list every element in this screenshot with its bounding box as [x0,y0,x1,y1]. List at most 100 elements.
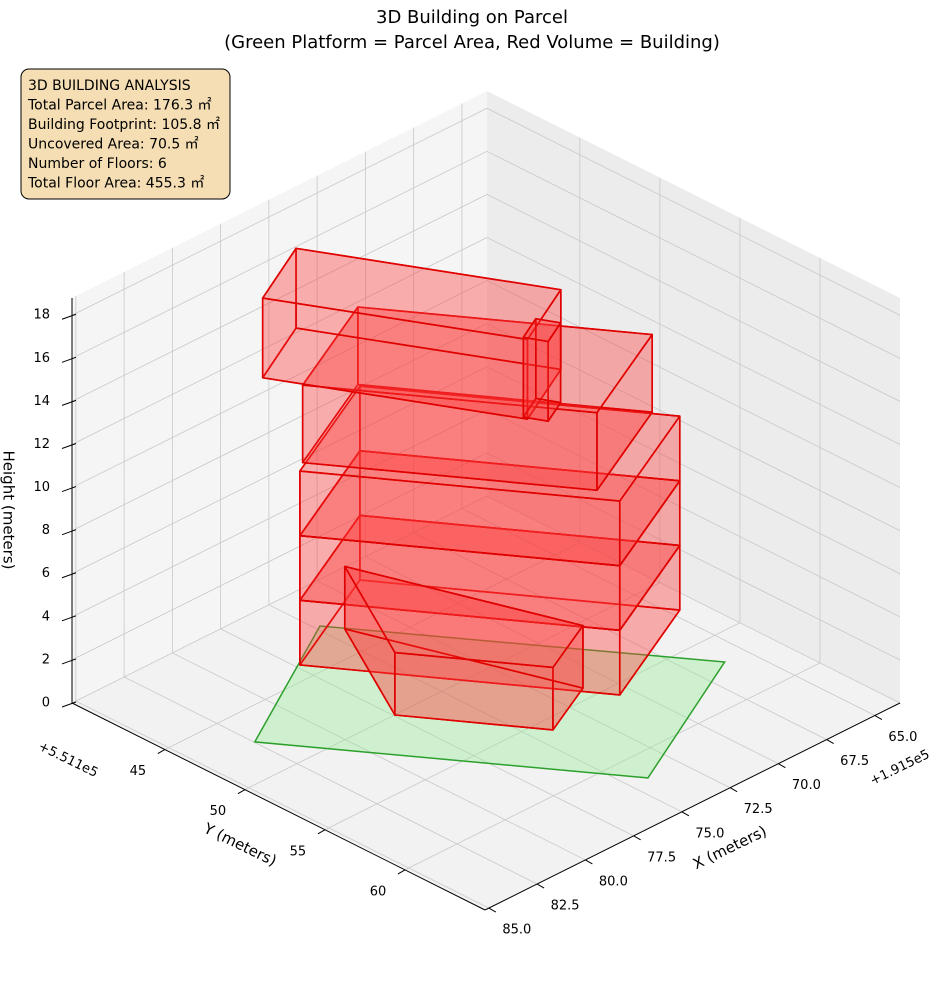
grid-line [71,150,488,359]
x-offset-label: +1.915e5 [868,747,932,789]
z-tick [61,701,77,708]
z-axis-label: Height (meters) [0,451,18,570]
y-tick-label: 55 [290,844,307,859]
y-tick-label: 45 [130,764,147,779]
grid-line [71,107,488,316]
grid-line [268,604,683,813]
grid-line [486,409,901,618]
annotation-box [20,68,231,200]
x-tick [633,835,641,841]
z-tick [61,313,77,320]
x-tick-label: 80.0 [599,874,628,889]
grid-line [404,662,821,871]
grid-line [71,237,488,445]
z-tick-label: 10 [33,480,50,495]
x-tick-label: 72.5 [744,802,773,817]
z-tick-label: 8 [42,523,50,538]
x-tick [778,763,786,769]
x-tick [488,907,497,913]
x-tick [874,715,883,720]
grid-line [71,323,488,532]
x-tick [729,787,738,793]
x-tick-label: 75.0 [695,826,724,841]
grid-line [172,652,586,861]
x-tick-label: 67.5 [840,754,869,769]
y-axis-label: Y (meters) [200,819,279,870]
grid-line [244,582,661,791]
grid-line [71,452,488,661]
x-tick [585,859,593,865]
grid-line [365,556,779,765]
z-tick-label: 6 [42,566,50,581]
grid-line [486,323,901,532]
grid-line [71,409,488,618]
z-tick [61,443,77,449]
x-tick-label: 85.0 [502,923,531,938]
z-tick-label: 4 [42,609,50,624]
z-tick [61,529,77,536]
axis-line [71,702,486,911]
x-tick [826,739,834,745]
grid-line [486,107,901,316]
building-face [522,317,562,343]
building-face [299,385,681,502]
scene [253,247,726,779]
annotation-line: Total Parcel Area: 176.3 ㎡ [27,98,212,114]
x-tick-label: 70.0 [792,778,821,793]
z-tick-label: 18 [33,308,50,323]
grid [61,103,901,913]
x-tick [681,811,690,817]
x-tick-label: 65.0 [888,730,917,745]
x-tick-label: 82.5 [551,899,580,914]
grid-line [461,508,876,716]
grid-line [164,542,581,750]
building-face [343,565,584,669]
z-tick-label: 12 [33,437,50,452]
grid-line [75,700,490,909]
grid-line [220,628,634,837]
annotation-line: Number of Floors: 6 [28,156,167,172]
annotation-line: 3D BUILDING ANALYSIS [28,78,191,94]
grid-line [486,237,901,445]
grid-line [486,452,901,661]
annotation-line: Total Floor Area: 455.3 ㎡ [27,176,204,192]
y-offset-label: +5.511e5 [36,739,100,781]
x-tick-label: 77.5 [647,850,676,865]
parcel [253,625,726,779]
chart-title: 3D Building on Parcel [376,7,568,28]
y-tick-label: 50 [210,804,227,819]
z-tick-label: 0 [42,696,50,711]
x-tick [536,883,545,889]
z-tick-label: 14 [33,394,50,409]
annotation-line: Uncovered Area: 70.5 ㎡ [28,137,199,153]
grid-line [316,580,731,789]
grid-line [71,495,488,704]
y-tick [157,749,166,754]
grid-line [71,194,488,402]
grid-line [486,495,901,704]
grid-line [486,150,901,359]
grid-line [123,676,538,885]
z-tick [61,356,77,363]
axis-line [484,702,901,911]
grid-line [486,194,901,402]
y-tick [397,869,406,875]
z-tick [61,658,77,665]
z-tick-label: 16 [33,351,50,366]
building-face [261,247,562,341]
z-tick [61,615,77,622]
chart-subtitle: (Green Platform = Parcel Area, Red Volum… [224,32,720,53]
z-tick [61,572,77,579]
grid-line [486,280,901,488]
y-tick [237,789,246,795]
z-tick [61,486,77,493]
left-pane [72,91,487,703]
y-tick [317,829,326,835]
right-pane [487,91,900,703]
z-tick [61,399,77,406]
annotation-line: Building Footprint: 105.8 ㎡ [28,117,220,133]
y-tick-label: 60 [370,884,387,899]
building-face [301,306,654,414]
annotation: 3D BUILDING ANALYSIS Total Parcel Area: 1… [27,78,220,192]
